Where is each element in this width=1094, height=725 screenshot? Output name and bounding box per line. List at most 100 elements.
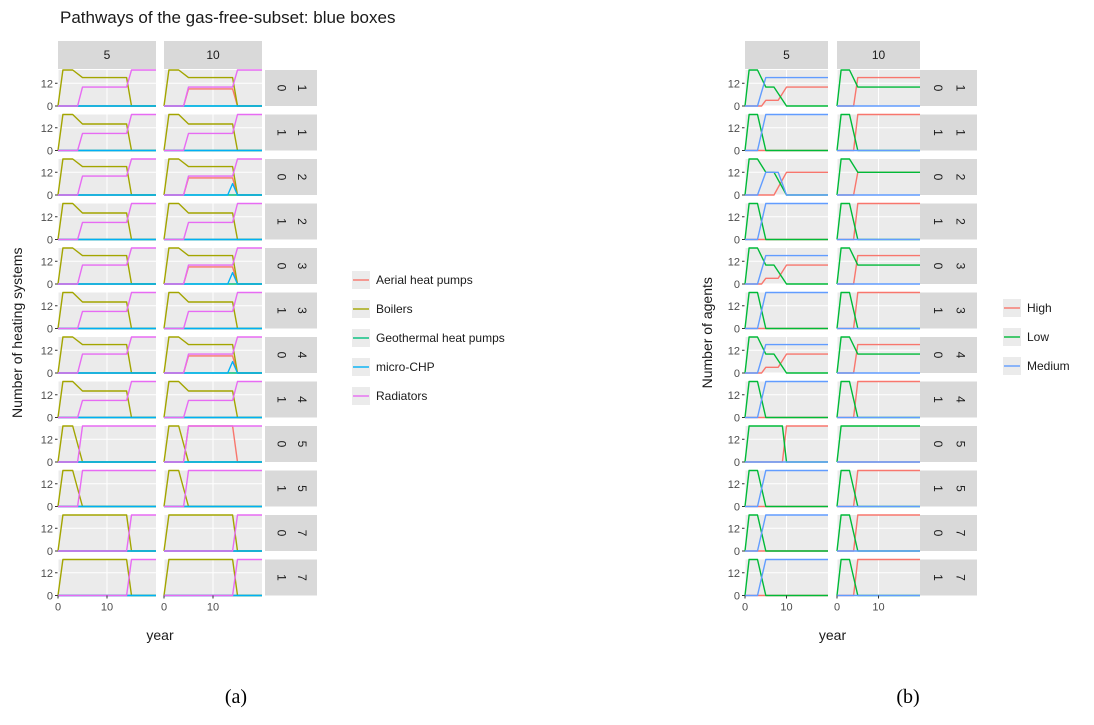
series-line-medium bbox=[745, 113, 828, 152]
series-line-low bbox=[836, 336, 920, 374]
y-axis-title: Number of heating systems bbox=[9, 248, 25, 418]
series-line-low bbox=[744, 469, 828, 508]
y-tick-label: 0 bbox=[734, 457, 740, 469]
series-line-medium bbox=[745, 514, 828, 552]
y-tick-label: 0 bbox=[47, 546, 53, 558]
y-tick-label: 12 bbox=[41, 301, 53, 313]
row-strip-label: 1 bbox=[274, 129, 288, 136]
series-line-radiators bbox=[58, 247, 156, 285]
y-tick-label: 12 bbox=[41, 212, 53, 224]
row-strip-label: 5 bbox=[295, 441, 309, 448]
series-line-radiators bbox=[164, 113, 262, 152]
x-tick-label: 10 bbox=[780, 602, 792, 614]
row-strip bbox=[920, 159, 977, 195]
y-tick-label: 0 bbox=[47, 324, 53, 336]
y-tick-label: 0 bbox=[47, 368, 53, 380]
column-strip-label: 5 bbox=[104, 48, 111, 62]
row-strip-label: 1 bbox=[274, 574, 288, 581]
series-line-high bbox=[745, 86, 828, 107]
column-strip-label: 5 bbox=[783, 48, 790, 62]
row-strip-label: 1 bbox=[274, 218, 288, 225]
row-strip-label: 1 bbox=[931, 396, 945, 403]
column-strip bbox=[745, 41, 828, 69]
row-strip bbox=[265, 159, 317, 195]
row-strip-label: 1 bbox=[295, 85, 309, 92]
figure-title: Pathways of the gas-free-subset: blue bo… bbox=[60, 8, 395, 27]
y-tick-label: 12 bbox=[41, 523, 53, 535]
series-line-radiators bbox=[164, 202, 262, 241]
series-line-medium bbox=[745, 380, 828, 419]
y-tick-label: 12 bbox=[728, 568, 740, 580]
series-line-low bbox=[836, 158, 920, 196]
row-strip-label: 1 bbox=[931, 218, 945, 225]
y-tick-label: 0 bbox=[734, 413, 740, 425]
series-line-medium bbox=[745, 343, 828, 374]
legend-label-aerial-heat-pumps: Aerial heat pumps bbox=[376, 273, 473, 287]
row-strip-label: 1 bbox=[954, 85, 968, 92]
row-strip-label: 5 bbox=[954, 441, 968, 448]
x-axis-title: year bbox=[819, 627, 847, 643]
series-line-radiators bbox=[58, 469, 156, 508]
y-tick-label: 12 bbox=[41, 568, 53, 580]
legend-label-medium: Medium bbox=[1027, 359, 1070, 373]
y-tick-label: 0 bbox=[734, 279, 740, 291]
row-strip bbox=[920, 292, 977, 329]
row-strip-label: 1 bbox=[931, 307, 945, 314]
row-strip-label: 0 bbox=[931, 530, 945, 537]
row-strip-label: 5 bbox=[295, 485, 309, 492]
y-tick-label: 0 bbox=[47, 279, 53, 291]
row-strip bbox=[265, 381, 317, 418]
row-strip-label: 0 bbox=[931, 174, 945, 181]
row-strip bbox=[265, 515, 317, 551]
series-line-micro-chp bbox=[164, 360, 262, 374]
series-line-radiators bbox=[164, 558, 262, 597]
row-strip-label: 0 bbox=[274, 174, 288, 181]
x-tick-label: 10 bbox=[872, 602, 884, 614]
series-line-radiators bbox=[58, 69, 156, 107]
row-strip-label: 2 bbox=[954, 218, 968, 225]
y-tick-label: 12 bbox=[41, 345, 53, 357]
row-strip bbox=[920, 515, 977, 551]
series-line-radiators bbox=[164, 469, 262, 508]
row-strip bbox=[920, 337, 977, 373]
y-tick-label: 12 bbox=[728, 301, 740, 313]
y-tick-label: 12 bbox=[728, 345, 740, 357]
row-strip bbox=[265, 248, 317, 284]
y-tick-label: 12 bbox=[728, 78, 740, 90]
x-tick-label: 0 bbox=[161, 602, 167, 614]
series-line-medium bbox=[745, 254, 828, 285]
row-strip-label: 3 bbox=[295, 307, 309, 314]
series-line-medium bbox=[745, 171, 828, 196]
series-line-low bbox=[744, 336, 828, 374]
row-strip-label: 7 bbox=[295, 574, 309, 581]
y-tick-label: 0 bbox=[734, 546, 740, 558]
y-tick-label: 12 bbox=[41, 479, 53, 491]
row-strip bbox=[265, 337, 317, 373]
row-strip-label: 1 bbox=[274, 396, 288, 403]
y-tick-label: 12 bbox=[41, 390, 53, 402]
series-line-medium bbox=[745, 202, 828, 241]
series-line-low bbox=[744, 202, 828, 241]
row-strip-label: 0 bbox=[931, 441, 945, 448]
caption-a: (a) bbox=[225, 686, 247, 708]
row-strip-label: 3 bbox=[954, 307, 968, 314]
row-strip bbox=[920, 426, 977, 462]
series-line-low bbox=[836, 425, 920, 463]
x-axis-title: year bbox=[146, 627, 174, 643]
y-tick-label: 0 bbox=[47, 190, 53, 202]
series-line-radiators bbox=[164, 336, 262, 374]
row-strip bbox=[920, 559, 977, 596]
row-strip-label: 7 bbox=[295, 530, 309, 537]
row-strip-label: 4 bbox=[295, 352, 309, 359]
row-strip bbox=[265, 203, 317, 240]
series-line-low bbox=[744, 69, 828, 107]
series-line-radiators bbox=[58, 291, 156, 330]
x-tick-label: 0 bbox=[55, 602, 61, 614]
row-strip bbox=[265, 559, 317, 596]
row-strip-label: 1 bbox=[295, 129, 309, 136]
series-line-radiators bbox=[164, 514, 262, 552]
series-line-low bbox=[744, 291, 828, 330]
row-strip-label: 5 bbox=[954, 485, 968, 492]
series-line-radiators bbox=[58, 336, 156, 374]
